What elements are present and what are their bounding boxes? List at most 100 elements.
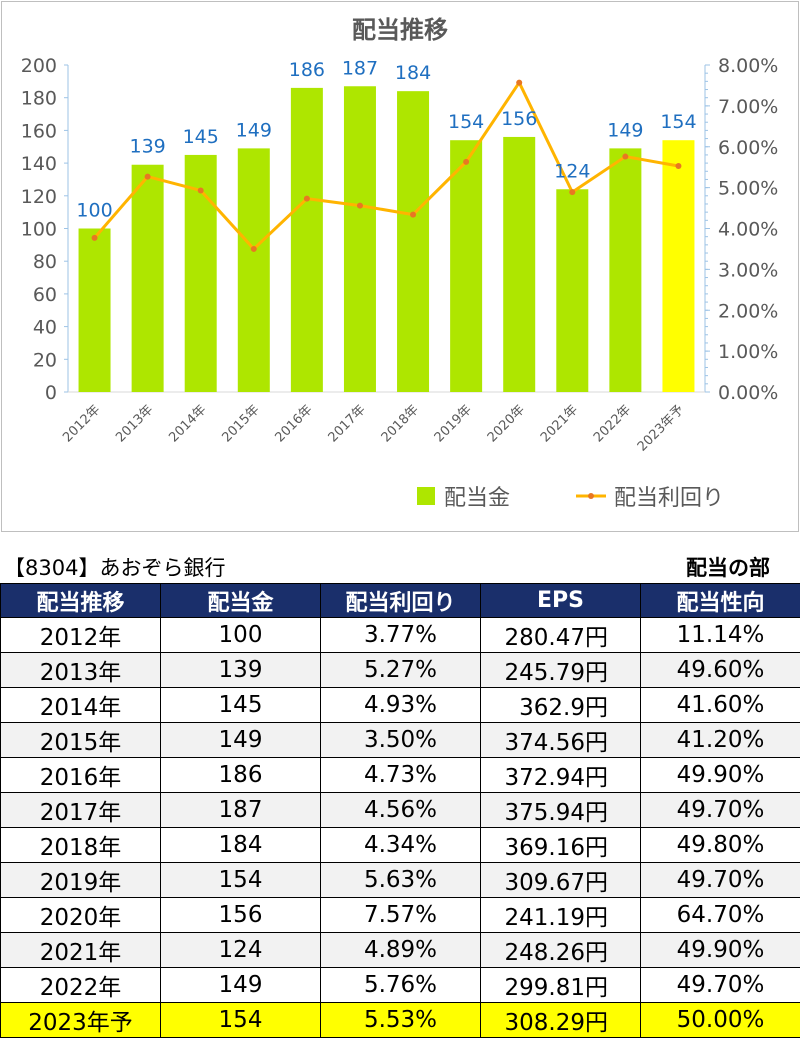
col-header-yield: 配当利回り <box>321 584 481 618</box>
right-tick-label: 6.00% <box>718 137 778 159</box>
cell-dividend: 154 <box>161 863 321 898</box>
cell-period: 2014年 <box>1 688 161 723</box>
bar <box>132 165 164 392</box>
col-header-eps: EPS <box>481 584 641 618</box>
right-tick-label: 8.00% <box>718 55 778 77</box>
legend-swatch-bar <box>417 487 435 505</box>
yield-point <box>251 246 257 252</box>
cell-yield: 4.89% <box>321 933 481 968</box>
x-tick-label: 2015年 <box>219 402 262 445</box>
cell-yield: 3.50% <box>321 723 481 758</box>
cell-dividend: 100 <box>161 618 321 653</box>
cell-eps: 369.16円 <box>481 828 641 863</box>
yield-point <box>463 159 469 165</box>
col-header-payout: 配当性向 <box>641 584 800 618</box>
cell-dividend: 149 <box>161 968 321 1003</box>
cell-yield: 4.73% <box>321 758 481 793</box>
cell-dividend: 154 <box>161 1003 321 1038</box>
cell-dividend: 187 <box>161 793 321 828</box>
x-tick-label: 2014年 <box>166 402 209 445</box>
bar-data-label: 184 <box>395 62 431 84</box>
cell-period: 2018年 <box>1 828 161 863</box>
cell-eps: 308.29円 <box>481 1003 641 1038</box>
bar <box>397 91 429 392</box>
bar-data-label: 100 <box>76 200 112 222</box>
right-tick-label: 3.00% <box>718 259 778 281</box>
bar-data-label: 149 <box>236 119 272 141</box>
bar-data-label: 154 <box>660 111 696 133</box>
bar <box>238 148 270 392</box>
left-tick-label: 160 <box>21 120 57 142</box>
table-header: 配当推移 配当金 配当利回り EPS 配当性向 <box>1 584 800 618</box>
cell-dividend: 186 <box>161 758 321 793</box>
x-tick-label: 2023年予 <box>635 402 687 454</box>
chart-title: 配当推移 <box>352 16 448 44</box>
yield-point <box>198 187 204 193</box>
bar <box>609 148 641 392</box>
bar <box>662 140 694 392</box>
cell-eps: 248.26円 <box>481 933 641 968</box>
right-tick-label: 5.00% <box>718 178 778 200</box>
cell-eps: 372.94円 <box>481 758 641 793</box>
cell-period: 2022年 <box>1 968 161 1003</box>
yield-point <box>516 80 522 86</box>
cell-payout: 49.80% <box>641 828 800 863</box>
x-tick-label: 2013年 <box>113 402 156 445</box>
right-tick-label: 0.00% <box>718 382 778 404</box>
cell-period: 2015年 <box>1 723 161 758</box>
x-tick-label: 2021年 <box>538 402 581 445</box>
cell-eps: 280.47円 <box>481 618 641 653</box>
cell-payout: 49.90% <box>641 758 800 793</box>
company-title: 【8304】あおぞら銀行 <box>4 552 225 582</box>
cell-dividend: 139 <box>161 653 321 688</box>
cell-yield: 5.76% <box>321 968 481 1003</box>
cell-payout: 41.20% <box>641 723 800 758</box>
cell-period: 2017年 <box>1 793 161 828</box>
x-tick-label: 2018年 <box>379 402 422 445</box>
col-header-period: 配当推移 <box>1 584 161 618</box>
bar <box>344 86 376 392</box>
bar-data-label: 156 <box>501 108 537 130</box>
cell-period: 2020年 <box>1 898 161 933</box>
cell-payout: 49.70% <box>641 793 800 828</box>
cell-eps: 362.9円 <box>481 688 641 723</box>
cell-yield: 4.93% <box>321 688 481 723</box>
col-header-dividend: 配当金 <box>161 584 321 618</box>
yield-point <box>145 174 151 180</box>
left-tick-label: 120 <box>21 186 57 208</box>
left-tick-label: 20 <box>33 349 57 371</box>
left-tick-label: 200 <box>21 55 57 77</box>
cell-yield: 4.34% <box>321 828 481 863</box>
cell-period: 2012年 <box>1 618 161 653</box>
bar-data-label: 149 <box>607 119 643 141</box>
bar <box>503 137 535 392</box>
bar-data-label: 186 <box>289 59 325 81</box>
bar-data-label: 187 <box>342 57 378 79</box>
cell-period: 2013年 <box>1 653 161 688</box>
cell-payout: 50.00% <box>641 1003 800 1038</box>
cell-eps: 309.67円 <box>481 863 641 898</box>
bar-data-label: 139 <box>129 136 165 158</box>
cell-period: 2016年 <box>1 758 161 793</box>
cell-payout: 64.70% <box>641 898 800 933</box>
section-label: 配当の部 <box>686 552 770 582</box>
x-tick-label: 2020年 <box>485 402 528 445</box>
cell-yield: 5.53% <box>321 1003 481 1038</box>
cell-dividend: 149 <box>161 723 321 758</box>
yield-line <box>95 83 679 249</box>
dividend-chart: 配当推移0204060801001201401601802000.00%1.00… <box>2 2 798 531</box>
cell-period: 2023年予 <box>1 1003 161 1038</box>
bar <box>79 229 111 393</box>
cell-yield: 5.63% <box>321 863 481 898</box>
x-tick-label: 2017年 <box>326 402 369 445</box>
right-tick-label: 2.00% <box>718 300 778 322</box>
